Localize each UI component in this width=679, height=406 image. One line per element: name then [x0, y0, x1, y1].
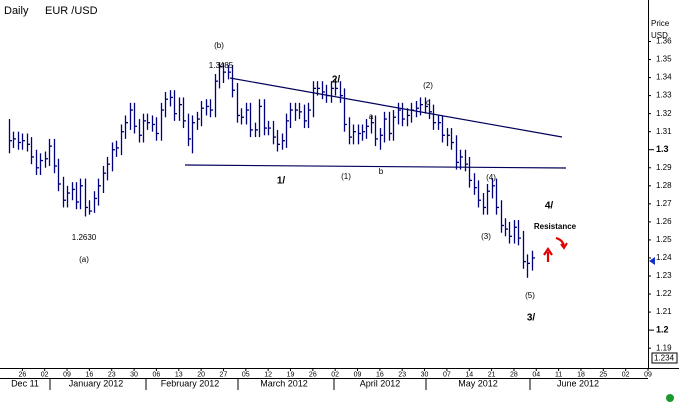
x-tick-label: 13 — [175, 371, 183, 378]
y-axis-label: USD — [651, 31, 668, 40]
cursor-price-label: 1.234 — [654, 354, 675, 363]
x-tick-label: 25 — [599, 371, 607, 378]
x-tick-label: 18 — [577, 371, 585, 378]
x-tick-label: 20 — [197, 371, 205, 378]
x-tick-label: 16 — [376, 371, 384, 378]
x-tick-label: 23 — [398, 371, 406, 378]
y-tick-label: 1.19 — [656, 343, 672, 352]
y-tick-label: 1.31 — [656, 127, 672, 136]
y-tick-label: 1.33 — [656, 91, 672, 100]
annotation: (2) — [423, 81, 433, 90]
x-tick-label: 07 — [443, 371, 451, 378]
x-tick-label: 26 — [309, 371, 317, 378]
x-tick-label: 26 — [18, 371, 26, 378]
y-tick-label: 1.26 — [656, 217, 672, 226]
month-label: June 2012 — [557, 378, 599, 388]
x-tick-label: 11 — [555, 371, 562, 378]
month-label: April 2012 — [360, 378, 401, 388]
annotation: b — [379, 167, 384, 176]
cursor-price-box — [651, 352, 678, 364]
annotation: 2/ — [332, 75, 341, 86]
annotation: 1.3485 — [209, 61, 234, 70]
x-tick-label: 09 — [354, 371, 362, 378]
y-tick-label: 1.22 — [656, 289, 672, 298]
month-label: March 2012 — [260, 378, 308, 388]
y-tick-label: 1.21 — [656, 307, 672, 316]
x-tick-label: 05 — [242, 371, 250, 378]
y-tick-label: 1.28 — [656, 181, 672, 190]
x-tick-label: 19 — [287, 371, 295, 378]
y-tick-label: 1.25 — [656, 235, 672, 244]
y-tick-label: 1.2 — [656, 324, 669, 334]
annotation: 1/ — [277, 176, 286, 187]
x-tick-label: 02 — [331, 371, 339, 378]
y-tick-label: 1.27 — [656, 199, 672, 208]
annotation: Resistance — [534, 222, 577, 231]
y-tick-label: 1.23 — [656, 271, 672, 280]
y-axis-label: Price — [651, 19, 670, 28]
x-tick-label: 30 — [421, 371, 429, 378]
month-label: May 2012 — [458, 378, 498, 388]
chart-title: Daily — [4, 5, 29, 17]
y-tick-label: 1.3 — [656, 144, 669, 154]
x-tick-label: 06 — [153, 371, 161, 378]
x-tick-label: 04 — [532, 371, 540, 378]
x-tick-label: 23 — [108, 371, 116, 378]
annotation: c — [426, 98, 430, 107]
x-tick-label: 14 — [465, 371, 473, 378]
annotation: 4/ — [545, 201, 554, 212]
y-tick-label: 1.32 — [656, 109, 672, 118]
trend-line — [184, 164, 567, 169]
annotation: (a) — [79, 255, 89, 264]
y-tick-label: 1.29 — [656, 163, 672, 172]
annotation: 1.2630 — [72, 233, 97, 242]
x-tick-label: 30 — [130, 371, 138, 378]
y-tick-label: 1.24 — [656, 253, 672, 262]
chart-subtitle: EUR /USD — [45, 5, 98, 17]
x-tick-label: 21 — [488, 371, 496, 378]
annotation: (b) — [214, 41, 224, 50]
status-dot — [666, 394, 674, 402]
month-label: January 2012 — [69, 378, 124, 388]
x-tick-label: 09 — [644, 371, 652, 378]
annotation: (1) — [341, 172, 351, 181]
annotation: (3) — [481, 232, 491, 241]
plot: 1.36 1.35 1.34 1.33 1.32 1.31 1.3 1.29 1.28 1.27 1… — [8, 37, 672, 390]
annotation: (4) — [486, 173, 496, 182]
down-arrow — [555, 237, 568, 250]
price-marker — [649, 257, 655, 265]
x-tick-label: 27 — [220, 371, 228, 378]
x-tick-label: 02 — [41, 371, 49, 378]
annotation: (5) — [525, 291, 535, 300]
up-arrow — [543, 247, 553, 262]
trend-line — [229, 77, 563, 138]
annotation: a — [369, 112, 374, 121]
x-tick-label: 12 — [264, 371, 272, 378]
month-label: February 2012 — [161, 378, 220, 388]
x-tick-label: 09 — [63, 371, 71, 378]
x-tick-label: 02 — [622, 371, 630, 378]
y-tick-label: 1.35 — [656, 55, 672, 64]
x-tick-label: 28 — [510, 371, 518, 378]
month-label: Dec 11 — [11, 378, 39, 388]
x-tick-label: 16 — [85, 371, 93, 378]
y-tick-label: 1.36 — [656, 37, 672, 46]
y-tick-label: 1.34 — [656, 73, 672, 82]
annotation: 3/ — [527, 313, 536, 324]
